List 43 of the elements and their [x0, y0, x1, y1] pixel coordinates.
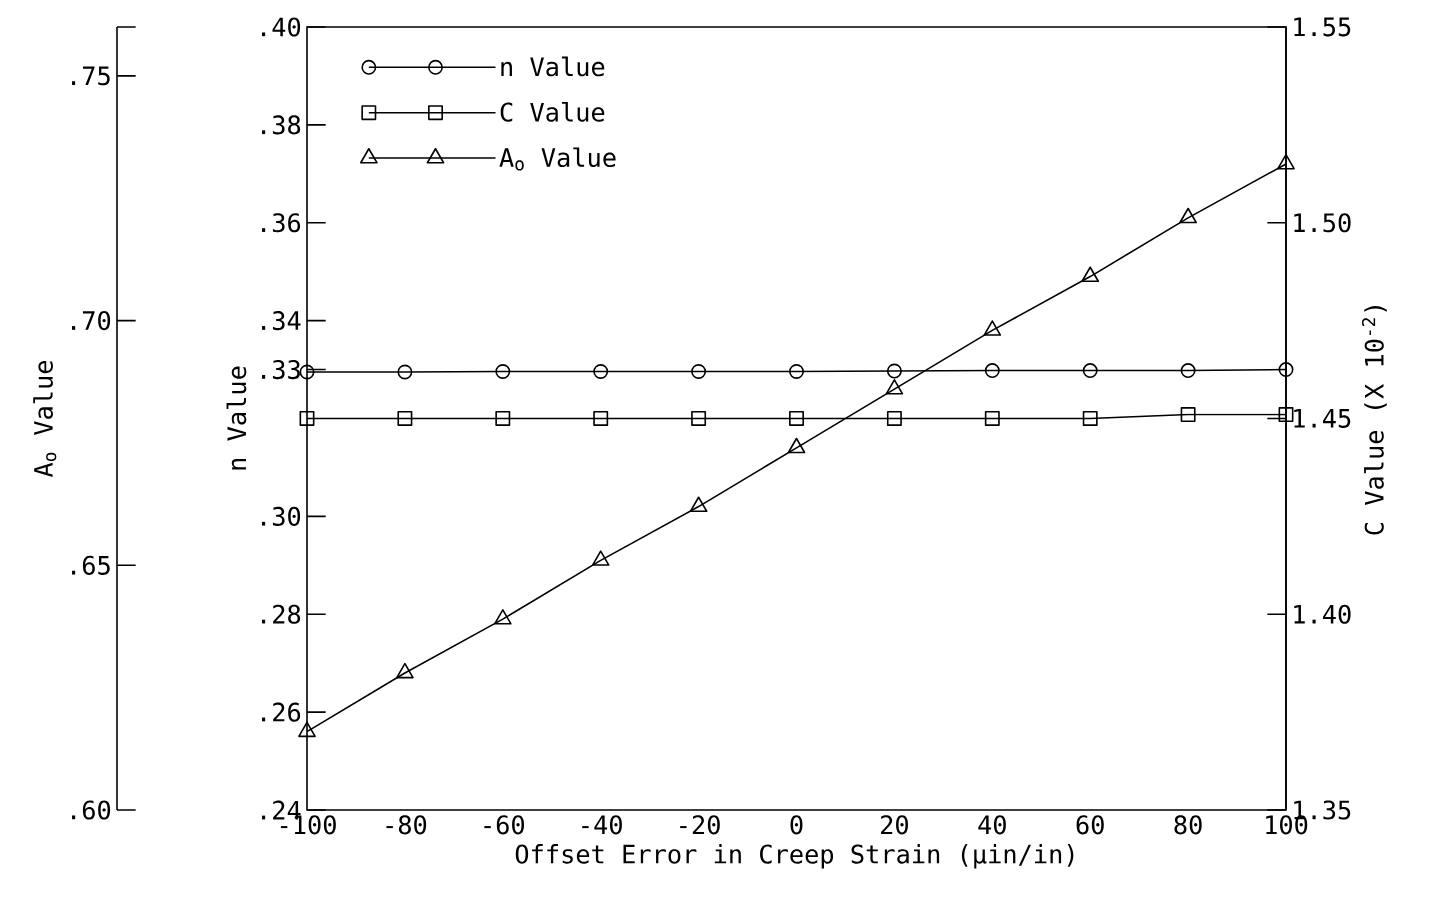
x-tick-label: -80 — [386, 815, 427, 835]
point — [885, 378, 904, 395]
point — [1179, 207, 1197, 224]
y2-tick-label: 1.40 — [1294, 604, 1351, 624]
legend-label: C Value — [500, 101, 605, 122]
y-tick-label: .26 — [262, 702, 301, 722]
point — [298, 721, 316, 738]
point — [1081, 266, 1100, 283]
point — [591, 550, 610, 566]
y3-tick-label: .65 — [72, 555, 110, 575]
point — [689, 496, 708, 513]
x-tick-label: 20 — [881, 815, 908, 835]
x-tick-label: -60 — [484, 815, 525, 835]
legend-label: A$_{o}$ Value — [499, 147, 616, 171]
legend-label: n Value — [501, 56, 605, 77]
y3-tick-label: .60 — [72, 800, 111, 820]
y2-tick-label: 1.55 — [1294, 17, 1351, 37]
y-tick-label: .33 — [262, 359, 300, 380]
x-tick-label: 60 — [1076, 815, 1104, 835]
x-tick-label: 0 — [790, 815, 803, 835]
point — [396, 662, 414, 679]
x-tick-label: 40 — [978, 815, 1006, 835]
y2-tick-label: 1.50 — [1294, 213, 1351, 233]
y3-tick-label: .75 — [72, 66, 110, 86]
y-tick-label: .36 — [262, 213, 301, 233]
y2-axis-title: C Value (X 10$^{-2}$) — [1361, 305, 1387, 535]
y-tick-label: .30 — [262, 506, 301, 526]
point — [787, 437, 806, 454]
x-tick-label: 80 — [1174, 815, 1202, 835]
x-tick-label: -40 — [582, 815, 622, 835]
y2-tick-label: 1.45 — [1294, 409, 1351, 428]
point — [983, 320, 1002, 336]
y-tick-label: .38 — [262, 115, 301, 135]
x-axis-title: Offset Error in Creep Strain (μin/in) — [515, 844, 1074, 869]
point — [493, 609, 512, 625]
point — [1277, 153, 1295, 170]
x-tick-label: -20 — [680, 815, 720, 835]
y3-tick-label: .70 — [72, 311, 111, 331]
y3-axis-title: A$_{o}$ Value — [33, 360, 57, 478]
y-tick-label: .34 — [262, 311, 301, 331]
y-axis-title: n Value — [226, 366, 247, 470]
y-tick-label: .28 — [262, 604, 301, 624]
y-tick-label: .40 — [262, 17, 301, 37]
